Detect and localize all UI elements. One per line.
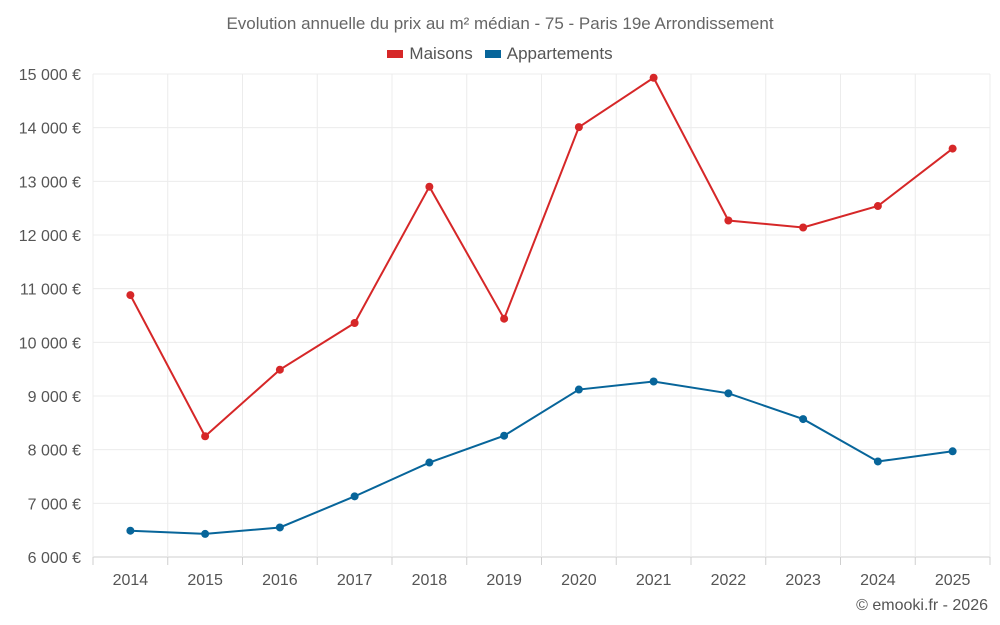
data-point-appartements[interactable] <box>201 529 210 538</box>
y-tick-label: 7 000 € <box>28 496 81 513</box>
x-tick-label: 2015 <box>187 572 223 589</box>
y-tick-label: 9 000 € <box>28 389 81 406</box>
y-tick-label: 6 000 € <box>28 550 81 567</box>
data-point-appartements[interactable] <box>500 431 509 440</box>
grid-lines <box>92 73 991 565</box>
copyright-text: © emooki.fr - 2026 <box>856 597 988 614</box>
data-point-maisons[interactable] <box>724 216 733 225</box>
y-tick-label: 14 000 € <box>19 121 81 138</box>
data-point-appartements[interactable] <box>724 389 733 398</box>
x-tick-label: 2025 <box>935 572 971 589</box>
data-point-appartements[interactable] <box>425 458 434 467</box>
series-maisons <box>126 73 957 441</box>
data-point-maisons[interactable] <box>948 144 957 153</box>
legend-item-appartements[interactable]: Appartements <box>484 44 613 64</box>
data-point-appartements[interactable] <box>275 523 284 532</box>
data-point-maisons[interactable] <box>873 202 882 211</box>
x-tick-label: 2016 <box>262 572 298 589</box>
data-point-appartements[interactable] <box>574 385 583 394</box>
y-tick-label: 12 000 € <box>19 228 81 245</box>
series-line-appartements <box>130 380 953 535</box>
x-tick-label: 2020 <box>561 572 597 589</box>
y-tick-label: 15 000 € <box>19 67 81 84</box>
data-point-appartements[interactable] <box>126 526 135 535</box>
y-tick-label: 11 000 € <box>20 282 81 299</box>
x-tick-label: 2019 <box>486 572 522 589</box>
data-point-appartements[interactable] <box>873 457 882 466</box>
x-tick-label: 2021 <box>636 572 672 589</box>
data-point-maisons[interactable] <box>799 223 808 232</box>
data-point-maisons[interactable] <box>275 365 284 374</box>
series-appartements <box>126 377 957 538</box>
legend-swatch-appartements <box>484 50 501 58</box>
data-point-maisons[interactable] <box>574 123 583 132</box>
legend-swatch-maisons <box>387 50 404 58</box>
x-tick-label: 2022 <box>711 572 747 589</box>
y-tick-label: 10 000 € <box>19 335 81 352</box>
series-line-maisons <box>129 76 954 438</box>
x-tick-label: 2017 <box>337 572 373 589</box>
chart-legend: Maisons Appartements <box>0 44 1000 64</box>
data-point-appartements[interactable] <box>350 492 359 501</box>
data-point-maisons[interactable] <box>649 73 658 82</box>
x-tick-label: 2014 <box>113 572 149 589</box>
x-tick-label: 2023 <box>785 572 821 589</box>
legend-label-appartements: Appartements <box>506 44 613 63</box>
data-point-maisons[interactable] <box>126 291 135 300</box>
y-tick-label: 8 000 € <box>28 443 81 460</box>
data-point-appartements[interactable] <box>799 415 808 424</box>
data-point-maisons[interactable] <box>350 319 359 328</box>
x-tick-label: 2024 <box>860 572 896 589</box>
y-tick-label: 13 000 € <box>19 174 81 191</box>
data-point-appartements[interactable] <box>649 377 658 386</box>
data-point-appartements[interactable] <box>948 447 957 456</box>
x-tick-label: 2018 <box>412 572 448 589</box>
data-point-maisons[interactable] <box>425 182 434 191</box>
series-lines <box>126 73 957 538</box>
chart-title: Evolution annuelle du prix au m² médian … <box>226 14 774 33</box>
legend-label-maisons: Maisons <box>409 44 473 63</box>
data-point-maisons[interactable] <box>201 432 210 441</box>
legend-item-maisons[interactable]: Maisons <box>387 44 473 64</box>
data-point-maisons[interactable] <box>500 314 509 323</box>
axis-labels: 6 000 € 7 000 € 8 000 € 9 000 € 10 000 € 11 0… <box>19 67 971 589</box>
